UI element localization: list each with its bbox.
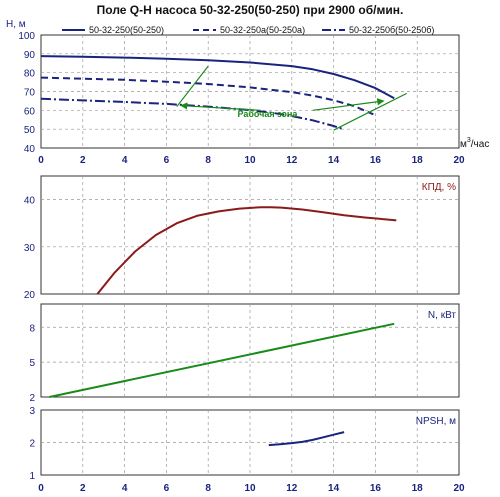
series-line-qh-1	[40, 76, 374, 116]
panel-eff: 20 30 40 КПД, %	[24, 175, 460, 301]
x-tick-label: 20	[453, 155, 465, 166]
plot-area	[40, 175, 460, 295]
x-tick-label: 0	[38, 155, 44, 166]
series-line-eff-0	[96, 206, 397, 295]
x-tick-label: 6	[164, 155, 170, 166]
legend-entry: 50-32-250б(50-250б)	[349, 25, 434, 35]
y-tick-label: 20	[24, 290, 36, 301]
x-tick-label: 2	[80, 155, 86, 166]
x-tick-label: 6	[164, 483, 170, 494]
y-tick-label: 40	[24, 196, 36, 207]
x-tick-label: 8	[205, 483, 211, 494]
x-tick-label: 18	[412, 483, 424, 494]
x-tick-label: 14	[328, 155, 340, 166]
x-tick-label: 0	[38, 483, 44, 494]
x-axis-unit-rest: /час	[471, 139, 490, 150]
working-zone-label: Рабочая зона	[237, 109, 298, 119]
y-tick-label: 5	[29, 358, 35, 369]
working-zone-arrow-right	[312, 98, 385, 111]
series-line-npsh-0	[268, 431, 345, 447]
x-axis-unit: м3/час	[460, 137, 489, 150]
x-tick-label: 18	[412, 155, 424, 166]
panel-power: 2 5 8 N, кВт	[29, 303, 460, 404]
y-tick-label: 30	[24, 243, 36, 254]
x-tick-label: 12	[286, 155, 298, 166]
series-line-qh-0	[40, 55, 395, 100]
y-tick-label: 3	[29, 406, 35, 417]
y-tick-label: 60	[24, 106, 36, 117]
x-tick-label: 8	[205, 155, 211, 166]
y-axis-label: NPSH, м	[416, 416, 456, 427]
y-axis-label: КПД, %	[422, 182, 456, 193]
x-tick-label: 16	[370, 155, 382, 166]
y-tick-label: 8	[29, 323, 35, 334]
x-tick-label: 2	[80, 483, 86, 494]
y-tick-label: 40	[24, 144, 36, 155]
working-zone-boundary-right	[333, 92, 408, 131]
y-tick-label: 80	[24, 69, 36, 80]
y-tick-label: 50	[24, 125, 36, 136]
series-line-power-0	[49, 322, 395, 398]
y-tick-label: 90	[24, 50, 36, 61]
chart-title: Поле Q-H насоса 50-32-250(50-250) при 29…	[96, 3, 404, 17]
y-axis-label: Н, м	[6, 19, 26, 30]
y-axis-label: N, кВт	[428, 310, 456, 321]
x-tick-label: 10	[244, 483, 256, 494]
working-zone-arrow-left	[180, 102, 261, 111]
x-tick-label: 4	[122, 483, 128, 494]
x-tick-label: 20	[453, 483, 465, 494]
y-tick-label: 1	[29, 471, 35, 482]
y-tick-label: 2	[29, 439, 35, 450]
legend-entry: 50-32-250(50-250)	[89, 25, 164, 35]
x-tick-label: 16	[370, 483, 382, 494]
legend-entry: 50-32-250а(50-250а)	[220, 25, 305, 35]
x-tick-label: 10	[244, 155, 256, 166]
y-tick-label: 100	[18, 31, 35, 42]
plot-area	[40, 303, 460, 398]
y-tick-label: 70	[24, 88, 36, 99]
x-tick-label: 12	[286, 483, 298, 494]
y-tick-label: 2	[29, 393, 35, 404]
working-zone-boundary-left	[176, 65, 209, 107]
x-axis-unit-exponent: 3	[467, 137, 471, 144]
x-tick-label: 4	[122, 155, 128, 166]
x-tick-label: 14	[328, 483, 340, 494]
